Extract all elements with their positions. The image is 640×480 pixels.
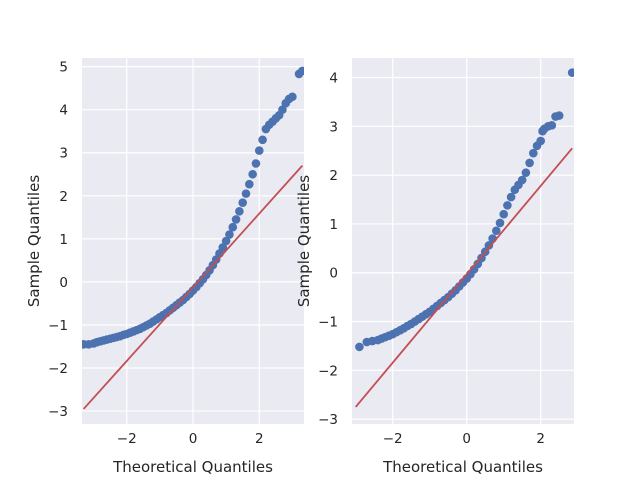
data-point bbox=[231, 215, 241, 224]
data-point bbox=[499, 209, 509, 219]
plot-marks bbox=[355, 68, 574, 408]
y-tick-label: −3 bbox=[318, 412, 338, 428]
data-point bbox=[547, 121, 557, 130]
data-point bbox=[248, 169, 257, 179]
y-tick-label: −3 bbox=[48, 404, 68, 420]
data-point bbox=[225, 230, 234, 239]
y-tick-label: −2 bbox=[48, 361, 68, 377]
data-point bbox=[521, 168, 531, 177]
data-point bbox=[288, 92, 297, 102]
data-point bbox=[536, 136, 546, 146]
plot-marks bbox=[82, 66, 304, 410]
y-tick-label: 2 bbox=[329, 168, 338, 184]
reference-line bbox=[82, 165, 304, 410]
data-point bbox=[517, 175, 527, 185]
reference-line bbox=[355, 147, 573, 408]
data-point bbox=[228, 222, 238, 232]
data-point bbox=[484, 241, 494, 250]
y-tick-label: −1 bbox=[318, 315, 338, 331]
data-point bbox=[503, 201, 512, 210]
y-tick-label: 0 bbox=[59, 275, 68, 291]
data-point bbox=[245, 179, 254, 189]
y-tick-label: 3 bbox=[59, 146, 68, 162]
data-point bbox=[491, 226, 501, 236]
y-tick-label: 1 bbox=[329, 217, 338, 233]
x-axis-label: Theoretical Quantiles bbox=[112, 458, 273, 476]
data-point bbox=[258, 135, 267, 145]
x-tick-label: 0 bbox=[189, 431, 198, 447]
data-point bbox=[567, 68, 574, 77]
data-point bbox=[241, 189, 251, 198]
y-axis-label: Sample Quantiles bbox=[295, 175, 313, 307]
data-point bbox=[525, 158, 534, 168]
data-point bbox=[554, 111, 564, 120]
y-tick-label: 2 bbox=[59, 189, 68, 205]
data-point bbox=[254, 146, 264, 155]
y-tick-label: 5 bbox=[59, 60, 68, 76]
data-point bbox=[355, 342, 364, 352]
x-tick-label: 0 bbox=[462, 431, 471, 447]
x-tick-label: −2 bbox=[383, 431, 403, 447]
y-tick-label: −2 bbox=[318, 363, 338, 379]
plot-area bbox=[352, 58, 574, 424]
data-point bbox=[528, 148, 538, 158]
x-tick-label: 2 bbox=[536, 431, 545, 447]
qq-panel-2: −2 0 2 −3 −2 −1 0 1 2 3 4 Theoretical Quantiles Samp… bbox=[295, 58, 574, 476]
data-point bbox=[298, 66, 304, 76]
data-point bbox=[238, 198, 248, 207]
y-tick-label: 0 bbox=[329, 266, 338, 282]
data-point bbox=[495, 218, 505, 228]
y-tick-label: 4 bbox=[59, 103, 68, 119]
data-point bbox=[251, 159, 261, 168]
qq-panel-1: −2 0 2 −3 −2 −1 0 1 2 3 4 5 Theoretical Quantiles Sam… bbox=[25, 58, 304, 476]
x-axis-label: Theoretical Quantiles bbox=[382, 458, 543, 476]
y-tick-label: −1 bbox=[48, 318, 68, 334]
data-point bbox=[506, 192, 516, 202]
y-axis-label: Sample Quantiles bbox=[25, 175, 43, 307]
y-tick-label: 1 bbox=[59, 232, 68, 248]
x-tick-label: 2 bbox=[255, 431, 264, 447]
y-tick-label: 4 bbox=[329, 71, 338, 87]
y-tick-label: 3 bbox=[329, 119, 338, 135]
data-point bbox=[235, 206, 244, 216]
x-tick-label: −2 bbox=[117, 431, 137, 447]
